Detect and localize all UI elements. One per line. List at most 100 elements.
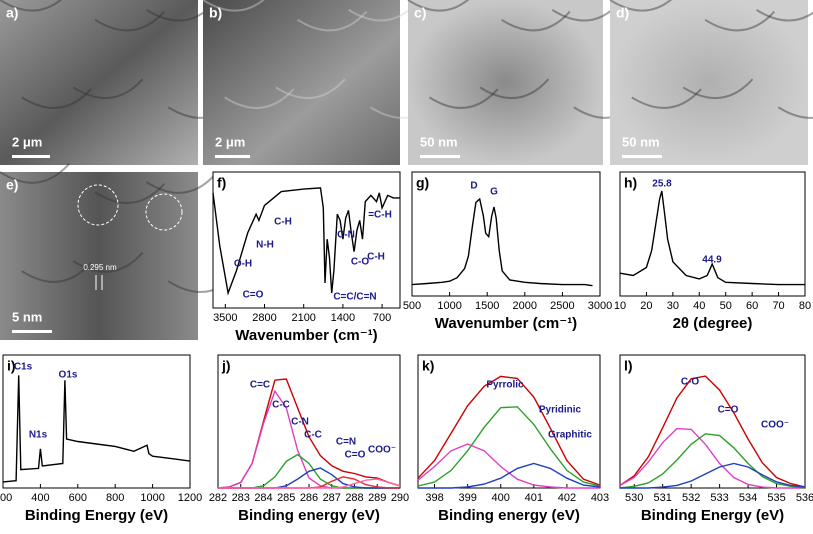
x-axis-label: Wavenumber (cm⁻¹) bbox=[235, 327, 377, 344]
texture bbox=[224, 88, 295, 109]
plot-frame bbox=[217, 354, 401, 489]
x-tick-label: 60 bbox=[746, 300, 758, 312]
micrograph bbox=[610, 0, 808, 165]
x-tick-label: 282 bbox=[209, 492, 227, 504]
annotation: COO⁻ bbox=[368, 445, 396, 456]
texture bbox=[407, 0, 470, 12]
scale-label: 50 nm bbox=[622, 134, 660, 149]
series-line bbox=[418, 462, 601, 489]
plot-frame bbox=[2, 354, 191, 489]
x-axis-label: Binding Energy (eV) bbox=[641, 507, 784, 524]
series-line bbox=[619, 427, 805, 489]
x-tick-label: 3000 bbox=[588, 300, 612, 312]
highlight bbox=[145, 193, 183, 231]
texture bbox=[704, 10, 776, 32]
x-tick-label: 531 bbox=[654, 492, 672, 504]
x-tick-label: 2100 bbox=[291, 312, 315, 324]
annotation: Graphitic bbox=[548, 430, 592, 441]
texture bbox=[501, 10, 571, 32]
x-tick-label: 400 bbox=[31, 492, 49, 504]
series-line bbox=[212, 187, 400, 296]
x-tick-label: 1400 bbox=[331, 312, 355, 324]
x-tick-label: 289 bbox=[368, 492, 386, 504]
x-axis-label: 2θ (degree) bbox=[673, 315, 753, 332]
annotation: C-C bbox=[304, 430, 322, 441]
annotation: C-H bbox=[274, 217, 292, 228]
x-tick-label: 50 bbox=[720, 300, 732, 312]
series-line bbox=[619, 375, 806, 488]
panel-label: j) bbox=[221, 358, 231, 374]
texture bbox=[428, 88, 499, 109]
x-tick-label: 530 bbox=[625, 492, 643, 504]
x-tick-label: 600 bbox=[69, 492, 87, 504]
annotation: C=N bbox=[336, 437, 356, 448]
x-tick-label: 80 bbox=[799, 300, 811, 312]
micrograph bbox=[203, 0, 400, 165]
texture bbox=[755, 9, 813, 22]
x-axis-label: Wavenumber (cm⁻¹) bbox=[435, 315, 577, 332]
texture bbox=[72, 251, 144, 273]
series-line bbox=[2, 375, 191, 483]
annotation: C1s bbox=[14, 362, 33, 373]
plot-frame bbox=[619, 354, 806, 489]
x-tick-label: 1200 bbox=[178, 492, 202, 504]
texture bbox=[0, 0, 63, 12]
texture bbox=[297, 10, 368, 32]
series-line bbox=[619, 190, 805, 286]
annotation: G bbox=[490, 187, 498, 198]
x-tick-label: 399 bbox=[458, 492, 476, 504]
series-line bbox=[411, 197, 593, 287]
annotation: 44.9 bbox=[702, 255, 722, 266]
x-tick-label: 70 bbox=[772, 300, 784, 312]
x-tick-label: 403 bbox=[591, 492, 609, 504]
panel-label: k) bbox=[422, 358, 434, 374]
panel-label: b) bbox=[209, 5, 222, 21]
x-tick-label: 285 bbox=[277, 492, 295, 504]
x-tick-label: 532 bbox=[682, 492, 700, 504]
texture bbox=[21, 262, 92, 283]
spacing-label: 0.295 nm bbox=[83, 263, 117, 272]
plot-frame bbox=[212, 171, 401, 309]
annotation: C-O bbox=[351, 257, 370, 268]
annotation: C=O bbox=[718, 405, 739, 416]
annotation: COO⁻ bbox=[761, 420, 789, 431]
x-tick-label: 286 bbox=[300, 492, 318, 504]
x-tick-label: 535 bbox=[767, 492, 785, 504]
annotation: C=O bbox=[345, 450, 366, 461]
panel-label: i) bbox=[7, 358, 16, 374]
x-tick-label: 3500 bbox=[213, 312, 237, 324]
annotation: O1s bbox=[59, 370, 78, 381]
x-tick-label: 1000 bbox=[437, 300, 461, 312]
annotation: D bbox=[470, 181, 477, 192]
scale-bar bbox=[420, 155, 460, 158]
scale-bar bbox=[622, 155, 662, 158]
texture bbox=[609, 0, 673, 12]
annotation: C=C/C=N bbox=[333, 292, 376, 303]
texture bbox=[631, 88, 702, 109]
x-tick-label: 401 bbox=[525, 492, 543, 504]
annotation: C-N bbox=[337, 230, 355, 241]
x-tick-label: 287 bbox=[323, 492, 341, 504]
highlight bbox=[77, 184, 119, 226]
texture bbox=[682, 78, 754, 100]
x-tick-label: 398 bbox=[425, 492, 443, 504]
x-tick-label: 1000 bbox=[140, 492, 164, 504]
x-tick-label: 533 bbox=[710, 492, 728, 504]
scale-label: 2 μm bbox=[12, 134, 42, 149]
scale-bar bbox=[215, 155, 250, 158]
annotation: Pyridinic bbox=[539, 405, 582, 416]
series-line bbox=[619, 433, 806, 489]
annotation: C-N bbox=[291, 417, 309, 428]
x-tick-label: 2500 bbox=[550, 300, 574, 312]
series-line bbox=[620, 462, 806, 489]
x-tick-label: 288 bbox=[345, 492, 363, 504]
x-tick-label: 800 bbox=[106, 492, 124, 504]
texture bbox=[0, 162, 71, 184]
scale-bar bbox=[12, 155, 50, 158]
panel-label: e) bbox=[6, 177, 18, 193]
annotation: N1s bbox=[29, 430, 48, 441]
panel-label: d) bbox=[616, 5, 629, 21]
annotation: =C-H bbox=[368, 210, 392, 221]
texture bbox=[145, 173, 217, 194]
annotation: N-H bbox=[256, 240, 274, 251]
